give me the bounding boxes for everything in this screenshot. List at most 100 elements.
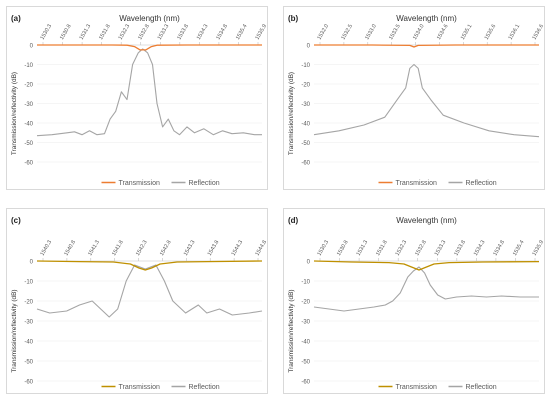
x-tick-label: 1536.1 — [508, 23, 522, 41]
x-tick-label: 1533.3 — [157, 23, 171, 41]
x-axis-title: Wavelength (nm) — [396, 14, 457, 23]
y-tick-label: -10 — [301, 63, 310, 69]
x-tick-label: 1544.8 — [255, 239, 269, 257]
y-tick-label: -40 — [24, 122, 33, 128]
chart-a-svg: (a) Wavelength (nm) Transmission/reflectiv… — [11, 14, 269, 187]
x-tick-label: 1535.4 — [512, 239, 526, 257]
series-line-reflection — [36, 48, 262, 137]
x-tick-label: 1532.8 — [137, 23, 151, 41]
panel-label: (c) — [11, 216, 21, 225]
chart-panel-b: (b) Wavelength (nm) Transmission/reflectiv… — [283, 6, 545, 190]
x-tick-label: 1530.3 — [40, 23, 54, 41]
x-tick-label: 1540.8 — [63, 239, 77, 257]
y-tick-label: -10 — [24, 63, 33, 69]
x-tick-label: 1535.4 — [235, 23, 249, 41]
y-tick-label: -30 — [24, 320, 33, 326]
x-tick-label: 1535.9 — [255, 23, 269, 41]
x-tick-label: 1531.3 — [356, 239, 370, 257]
x-axis-title: Wavelength (nm) — [396, 216, 457, 225]
y-axis-title: Transmission/reflectivity (dB) — [288, 72, 295, 155]
legend-label-transmission: Transmission — [119, 180, 160, 187]
x-tick-label: 1540.3 — [40, 239, 54, 257]
y-axis-title: Transmission/reflectivity (dB) — [288, 289, 295, 372]
y-tick-label: -20 — [301, 300, 310, 306]
panel-label: (a) — [11, 14, 21, 23]
series-line-reflection — [313, 63, 540, 138]
x-tick-label: 1533.5 — [388, 23, 402, 41]
y-tick-label: -30 — [24, 102, 33, 108]
y-tick-label: -60 — [301, 161, 310, 167]
x-tick-label: 1534.8 — [215, 23, 229, 41]
y-tick-label: -40 — [301, 340, 310, 346]
y-tick-label: -60 — [24, 380, 33, 386]
legend-label-transmission: Transmission — [119, 384, 160, 391]
y-tick-label: -40 — [301, 122, 310, 128]
y-tick-label: -10 — [24, 280, 33, 286]
x-tick-label: 1534.0 — [412, 23, 426, 41]
legend-label-reflection: Reflection — [189, 384, 220, 391]
x-tick-label: 1535.6 — [484, 23, 498, 41]
x-tick-label: 1542.3 — [135, 239, 149, 257]
x-tick-label: 1543.8 — [207, 239, 221, 257]
x-tick-label: 1544.3 — [231, 239, 245, 257]
x-tick-label: 1531.8 — [375, 239, 389, 257]
x-tick-label: 1533.3 — [434, 239, 448, 257]
legend-label-transmission: Transmission — [396, 180, 437, 187]
x-tick-label: 1534.3 — [473, 239, 487, 257]
x-tick-label: 1532.0 — [317, 23, 331, 41]
x-tick-label: 1532.5 — [340, 23, 354, 41]
x-tick-label: 1542.8 — [159, 239, 173, 257]
y-tick-label: -50 — [301, 141, 310, 147]
y-tick-label: -20 — [24, 300, 33, 306]
y-tick-label: -40 — [24, 340, 33, 346]
legend-label-reflection: Reflection — [189, 180, 220, 187]
x-tick-label: 1531.8 — [98, 23, 112, 41]
x-tick-label: 1531.3 — [79, 23, 93, 41]
series-line-reflection — [313, 266, 539, 312]
x-tick-label: 1530.8 — [336, 239, 350, 257]
x-tick-label: 1535.9 — [532, 239, 546, 257]
y-tick-label: -50 — [301, 360, 310, 366]
y-axis-title: Transmission/reflectivity (dB) — [11, 72, 18, 155]
series-line-transmission — [313, 260, 540, 271]
legend-label-reflection: Reflection — [466, 180, 497, 187]
x-tick-label: 1533.8 — [453, 239, 467, 257]
series-line-transmission — [37, 44, 262, 51]
x-tick-label: 1533.0 — [364, 23, 378, 41]
x-tick-label: 1530.3 — [317, 239, 331, 257]
y-tick-label: -20 — [24, 83, 33, 89]
y-tick-label: -20 — [301, 83, 310, 89]
x-tick-label: 1534.8 — [492, 239, 506, 257]
y-tick-label: -30 — [301, 102, 310, 108]
x-axis-title: Wavelength (nm) — [119, 14, 180, 23]
panel-label: (d) — [288, 216, 299, 225]
x-tick-label: 1532.8 — [414, 239, 428, 257]
x-tick-label: 1535.1 — [460, 23, 474, 41]
x-tick-label: 1536.6 — [532, 23, 546, 41]
x-tick-label: 1530.8 — [59, 23, 73, 41]
y-tick-label: 0 — [30, 260, 34, 266]
y-axis-title: Transmission/reflectivity (dB) — [11, 289, 18, 372]
y-tick-label: -60 — [24, 161, 33, 167]
series-line-transmission — [36, 260, 263, 271]
series-line-transmission — [314, 44, 539, 48]
x-tick-label: 1533.8 — [176, 23, 190, 41]
y-tick-label: 0 — [30, 44, 34, 50]
y-tick-label: -10 — [301, 280, 310, 286]
y-tick-label: 0 — [307, 44, 311, 50]
y-tick-label: -50 — [24, 141, 33, 147]
chart-b-svg: (b) Wavelength (nm) Transmission/reflectiv… — [288, 14, 546, 187]
series-line-reflection — [36, 264, 263, 318]
y-tick-label: -50 — [24, 360, 33, 366]
x-tick-label: 1532.3 — [118, 23, 132, 41]
y-tick-label: -30 — [301, 320, 310, 326]
x-tick-label: 1543.3 — [183, 239, 197, 257]
chart-panel-c: (c) Transmission/reflectivity (dB) 0 -10 -20… — [6, 208, 268, 394]
panel-label: (b) — [288, 14, 299, 23]
chart-d-svg: (d) Wavelength (nm) Transmission/reflectiv… — [288, 216, 546, 391]
chart-panel-d: (d) Wavelength (nm) Transmission/reflectiv… — [283, 208, 545, 394]
x-tick-label: 1532.3 — [395, 239, 409, 257]
x-tick-label: 1534.3 — [196, 23, 210, 41]
legend-label-reflection: Reflection — [466, 384, 497, 391]
x-tick-label: 1541.8 — [111, 239, 125, 257]
